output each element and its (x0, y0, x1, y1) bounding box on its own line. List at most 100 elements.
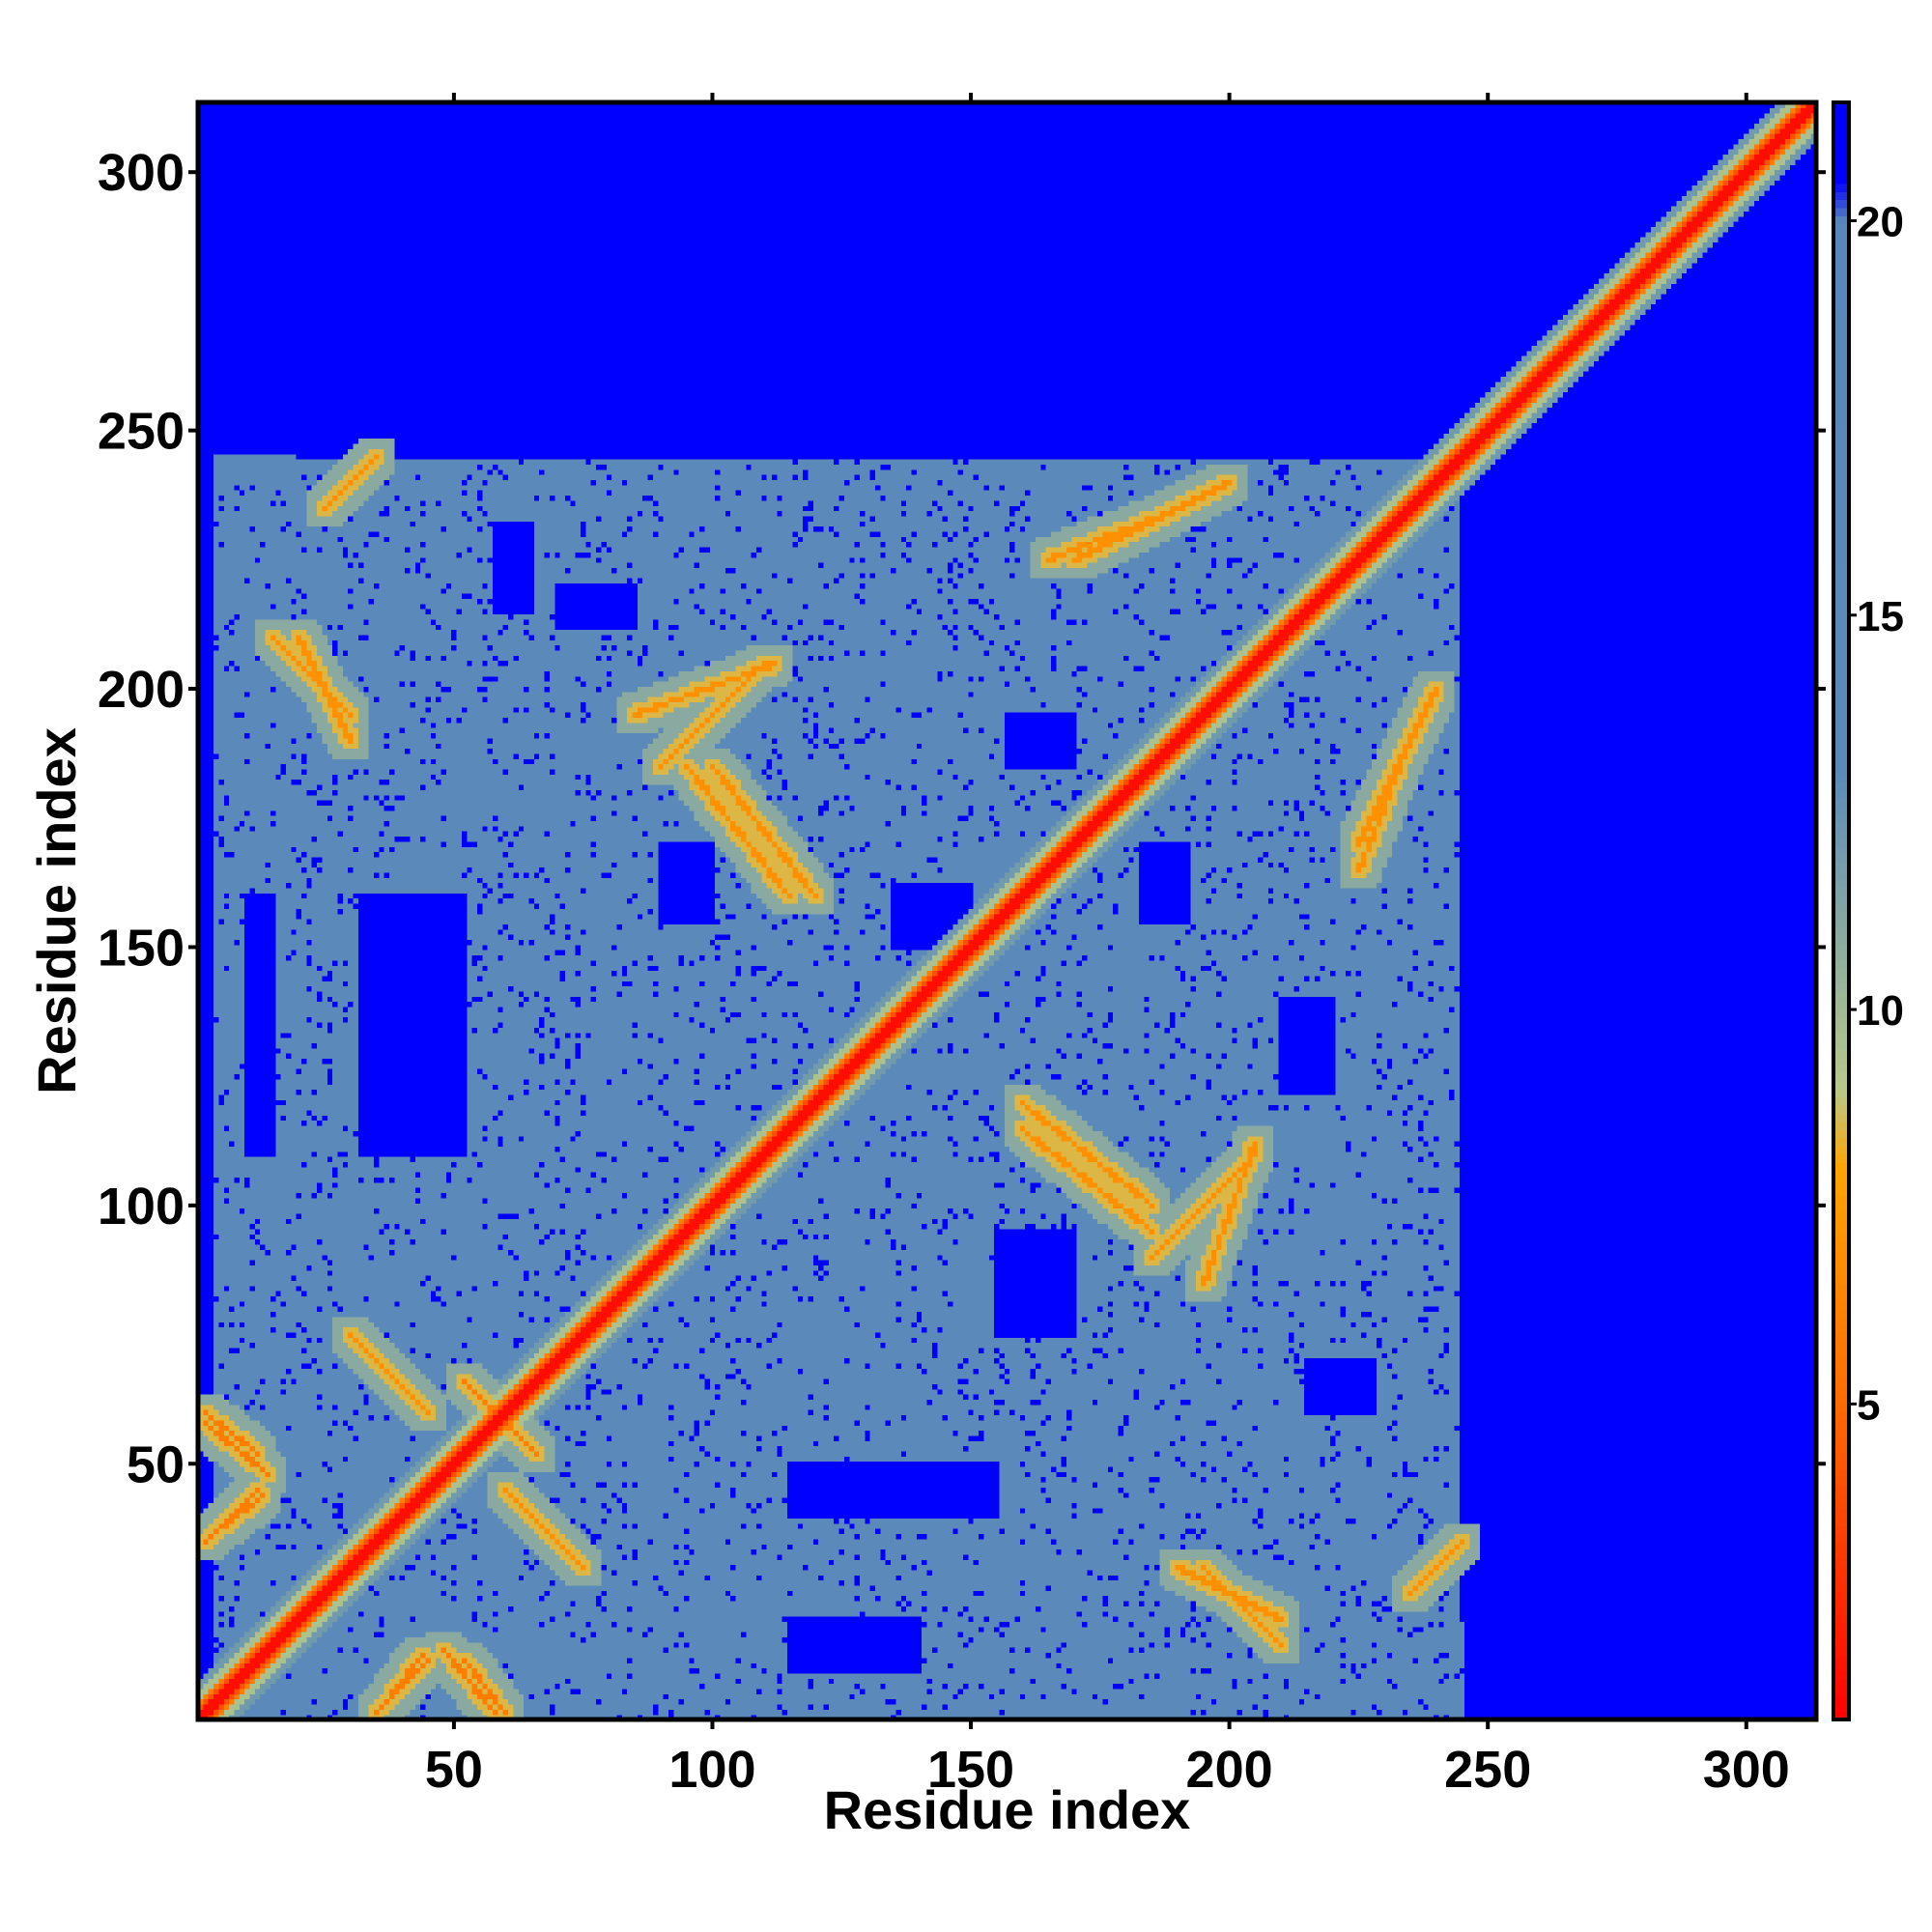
heatmap-cell-run (291, 1641, 302, 1648)
heatmap-cell-run (493, 1590, 498, 1597)
heatmap-cell-run (1221, 1208, 1228, 1214)
heatmap-cell-run (223, 1362, 302, 1369)
heatmap-cell-run (1459, 1378, 1817, 1384)
heatmap-cell-run (1346, 1306, 1424, 1313)
heatmap-cell-run (1144, 1368, 1295, 1375)
heatmap-cell-run (1371, 1238, 1378, 1245)
heatmap-cell-run (1030, 1399, 1041, 1406)
heatmap-cell-run (1097, 1254, 1135, 1261)
heatmap-cell-run (1236, 1548, 1243, 1555)
heatmap-cell-run (1087, 1172, 1109, 1179)
heatmap-cell-run (275, 1513, 292, 1520)
heatmap-cell-run (1025, 1430, 1037, 1436)
heatmap-cell-run (1201, 1264, 1208, 1271)
heatmap-cell-run (1267, 1192, 1373, 1199)
heatmap-cell-run (911, 1321, 918, 1328)
heatmap-cell-run (922, 1641, 964, 1648)
heatmap-cell-run (414, 1435, 442, 1441)
heatmap-cell-run (1480, 1528, 1817, 1535)
heatmap-cell-run (994, 1249, 1078, 1256)
heatmap-cell-run (389, 1414, 401, 1421)
heatmap-cell-run (533, 1414, 540, 1421)
heatmap-cell-run (699, 1445, 706, 1452)
heatmap-cell-run (1159, 1553, 1228, 1560)
heatmap-cell-run (1190, 1513, 1197, 1520)
heatmap-cell-run (559, 1316, 571, 1322)
heatmap-cell-run (1118, 1528, 1124, 1535)
heatmap-cell-run (1443, 1260, 1450, 1265)
heatmap-cell-run (198, 1166, 214, 1173)
heatmap-cell-run (740, 1295, 799, 1302)
heatmap-cell-run (502, 1709, 509, 1716)
heatmap-cell-run (1232, 1264, 1254, 1271)
heatmap-cell-run (384, 1698, 390, 1705)
heatmap-cell-run (937, 1218, 944, 1225)
heatmap-cell-run (213, 1461, 219, 1467)
heatmap-cell-run (218, 1234, 251, 1240)
heatmap-cell-run (1154, 1192, 1171, 1199)
heatmap-cell-run (554, 1465, 788, 1472)
heatmap-cell-run (229, 1698, 236, 1705)
heatmap-cell-run (1236, 1487, 1264, 1493)
heatmap-cell-run (1283, 1605, 1300, 1612)
heatmap-cell-run (1417, 1698, 1424, 1705)
heatmap-cell-run (456, 1579, 478, 1586)
heatmap-cell-run (1195, 1709, 1202, 1716)
heatmap-cell-run (1247, 1228, 1259, 1235)
heatmap-cell-run (1355, 1260, 1362, 1265)
heatmap-cell-run (203, 1683, 214, 1690)
heatmap-cell-run (1438, 1657, 1465, 1663)
heatmap-cell-run (533, 1481, 571, 1488)
heatmap-cell-run (684, 1321, 690, 1328)
heatmap-cell-run (306, 1326, 333, 1333)
heatmap-cell-run (399, 1347, 412, 1353)
heatmap-cell-run (699, 1187, 711, 1194)
heatmap-cell-run (239, 1383, 359, 1390)
heatmap-cell-run (430, 1688, 447, 1694)
heatmap-cell-run (1107, 1326, 1114, 1333)
heatmap-cell-run (430, 1295, 442, 1302)
heatmap-cell-run (1459, 1605, 1817, 1612)
heatmap-cell-run (1045, 1476, 1072, 1483)
heatmap-cell-run (213, 1388, 256, 1395)
heatmap-cell-run (1092, 1177, 1114, 1183)
heatmap-cell-run (291, 1275, 298, 1281)
heatmap-cell-run (730, 1342, 757, 1349)
heatmap-cell-run (1304, 1357, 1378, 1364)
heatmap-cell-run (239, 1657, 245, 1663)
heatmap-cell-run (694, 1295, 700, 1302)
heatmap-cell-run (843, 1357, 850, 1364)
heatmap-cell-run (601, 1564, 608, 1571)
heatmap-cell-run (213, 1693, 230, 1700)
heatmap-cell-run (487, 1502, 509, 1509)
heatmap-cell-run (1346, 1311, 1362, 1318)
heatmap-cell-run (414, 1321, 555, 1328)
heatmap-cell-run (808, 1161, 1021, 1168)
heatmap-cell-run (1066, 1461, 1181, 1467)
heatmap-cell-run (461, 1291, 520, 1297)
heatmap-cell-run (1025, 1507, 1094, 1514)
heatmap-cell-run (891, 1559, 923, 1566)
heatmap-cell-run (1304, 1522, 1388, 1529)
heatmap-cell-run (1185, 1187, 1208, 1194)
heatmap-cell-run (1241, 1326, 1248, 1333)
heatmap-cell-run (720, 1187, 737, 1194)
heatmap-cell-run (900, 1269, 995, 1276)
heatmap-cell-run (223, 1394, 230, 1401)
heatmap-cell-run (198, 1465, 214, 1472)
heatmap-cell-run (1076, 1357, 1285, 1364)
heatmap-cell-run (942, 1260, 949, 1265)
heatmap-cell-run (601, 1352, 933, 1359)
heatmap-cell-run (575, 1234, 582, 1240)
heatmap-cell-run (735, 1564, 804, 1571)
heatmap-cell-run (379, 1528, 395, 1535)
heatmap-cell-run (208, 1693, 214, 1700)
heatmap-cell-run (275, 1626, 282, 1633)
heatmap-cell-run (533, 1223, 540, 1230)
heatmap-cell-run (652, 1269, 659, 1276)
heatmap-cell-run (198, 1703, 204, 1710)
heatmap-cell-run (761, 1291, 768, 1297)
heatmap-cell-run (979, 1683, 985, 1690)
heatmap-cell-run (353, 1331, 364, 1338)
heatmap-cell-run (1232, 1280, 1238, 1287)
